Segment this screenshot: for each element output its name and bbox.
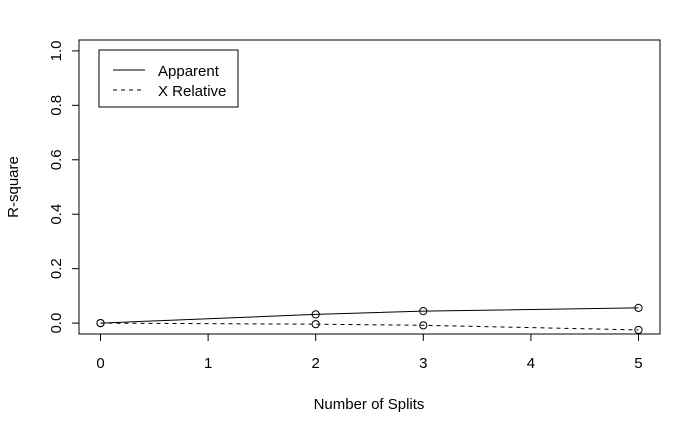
legend-label-x-relative: X Relative bbox=[158, 83, 226, 100]
x-axis-title: Number of Splits bbox=[314, 396, 425, 413]
x-tick-label: 3 bbox=[419, 355, 427, 372]
data-point-apparent bbox=[311, 310, 320, 319]
data-point-apparent bbox=[634, 303, 643, 312]
y-axis-title: R-square bbox=[5, 156, 22, 218]
data-point-x-relative bbox=[634, 325, 643, 335]
legend-label-apparent: Apparent bbox=[158, 63, 220, 80]
data-point-x-relative bbox=[96, 319, 105, 328]
y-tick-label: 0.0 bbox=[48, 313, 65, 334]
data-point-x-relative bbox=[311, 320, 320, 329]
x-tick-label: 0 bbox=[96, 355, 104, 372]
y-tick-label: 1.0 bbox=[48, 40, 65, 61]
x-tick-label: 1 bbox=[204, 355, 212, 372]
x-tick-label: 2 bbox=[312, 355, 320, 372]
series-line-apparent bbox=[100, 307, 639, 324]
data-point-apparent bbox=[419, 307, 428, 316]
series-line-x-relative bbox=[100, 322, 639, 331]
legend-box bbox=[98, 49, 239, 108]
x-tick-label: 5 bbox=[634, 355, 642, 372]
y-tick-label: 0.8 bbox=[48, 95, 65, 116]
y-tick-label: 0.2 bbox=[48, 258, 65, 279]
y-tick-label: 0.6 bbox=[48, 149, 65, 170]
x-tick-label: 4 bbox=[527, 355, 535, 372]
series-layer bbox=[96, 303, 643, 335]
y-axis-ticks: 0.0 0.2 0.4 0.6 0.8 1.0 bbox=[48, 40, 79, 334]
data-point-x-relative bbox=[419, 321, 428, 330]
y-tick-label: 0.4 bbox=[48, 204, 65, 225]
x-axis-ticks: 0 1 2 3 4 5 bbox=[96, 334, 643, 372]
legend: Apparent X Relative bbox=[98, 49, 239, 108]
